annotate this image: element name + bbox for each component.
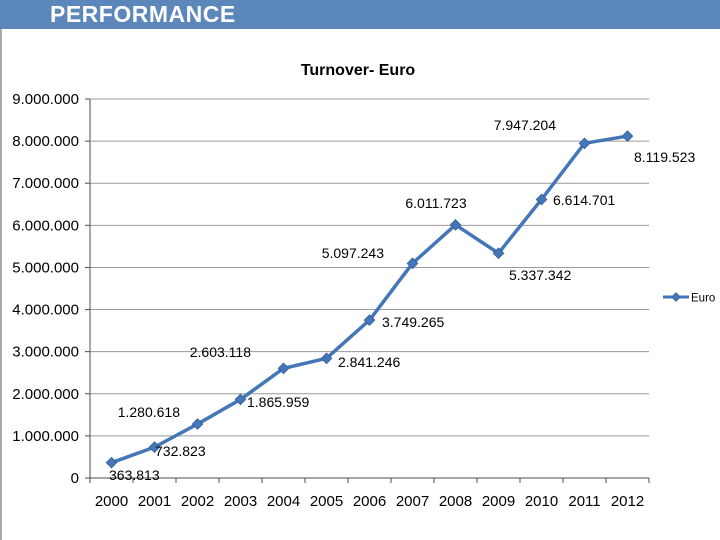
legend-label: Euro xyxy=(691,293,715,305)
data-point-marker xyxy=(277,362,290,375)
page-title: PERFORMANCE xyxy=(50,1,236,27)
legend-marker xyxy=(671,292,681,302)
data-point-marker xyxy=(363,314,376,326)
data-point-marker xyxy=(535,193,548,206)
chart-title: Turnover- Euro xyxy=(300,62,416,79)
data-label: 8.119.523 xyxy=(634,149,695,165)
y-axis-tick-label: 6.000.000 xyxy=(12,217,79,234)
data-point-marker xyxy=(191,418,204,430)
x-axis-tick-label: 2012 xyxy=(611,493,644,510)
left-edge-line xyxy=(0,29,2,540)
x-axis-tick-label: 2006 xyxy=(353,493,386,510)
data-label: 5.337.342 xyxy=(509,267,571,283)
x-axis-tick-label: 2000 xyxy=(95,493,128,510)
x-axis-tick-label: 2004 xyxy=(267,493,300,510)
x-axis-tick-label: 2011 xyxy=(568,493,600,510)
data-point-marker xyxy=(105,456,118,469)
header-banner: PERFORMANCE xyxy=(0,0,720,29)
y-axis-tick-label: 1.000.000 xyxy=(12,428,79,445)
data-point-marker xyxy=(320,352,333,365)
y-axis-tick-label: 0 xyxy=(71,470,79,487)
y-axis-tick-label: 7.000.000 xyxy=(12,175,79,192)
x-axis-tick-label: 2010 xyxy=(525,493,558,510)
x-axis-tick-label: 2003 xyxy=(224,493,257,510)
data-label: 7.947.204 xyxy=(494,117,556,133)
x-axis-tick-label: 2008 xyxy=(439,493,472,510)
data-point-marker xyxy=(234,393,247,406)
data-label: 3.749.265 xyxy=(382,314,444,330)
series-line-euro xyxy=(109,134,630,465)
data-label: 732.823 xyxy=(155,443,206,459)
x-axis-tick-label: 2002 xyxy=(181,493,214,510)
data-label: 6.614.701 xyxy=(553,192,615,208)
x-axis-tick-label: 2005 xyxy=(310,493,343,510)
data-label: 1.865.959 xyxy=(247,394,309,410)
y-axis-tick-label: 8.000.000 xyxy=(12,133,79,150)
data-label: 6.011.723 xyxy=(405,195,466,211)
data-label: 1.280.618 xyxy=(118,404,180,420)
data-point-marker xyxy=(148,441,161,454)
x-axis-tick-label: 2001 xyxy=(138,493,171,510)
data-point-marker xyxy=(449,218,462,231)
y-axis-tick-label: 4.000.000 xyxy=(12,302,79,319)
y-axis-tick-label: 9.000.000 xyxy=(12,91,79,108)
data-point-marker xyxy=(406,257,419,270)
y-axis-tick-label: 5.000.000 xyxy=(12,259,79,276)
data-label: 5.097.243 xyxy=(322,245,384,261)
data-point-marker xyxy=(578,137,591,150)
data-label: 2.841.246 xyxy=(338,354,400,370)
y-axis-tick-label: 3.000.000 xyxy=(12,344,79,361)
x-axis-tick-label: 2007 xyxy=(396,493,429,510)
data-label: 363.813 xyxy=(109,467,160,483)
x-axis-tick-label: 2009 xyxy=(482,493,515,510)
data-point-marker xyxy=(492,247,505,260)
y-axis-tick-label: 2.000.000 xyxy=(12,386,79,403)
data-label: 2.603.118 xyxy=(190,344,251,360)
data-point-marker xyxy=(621,130,634,142)
